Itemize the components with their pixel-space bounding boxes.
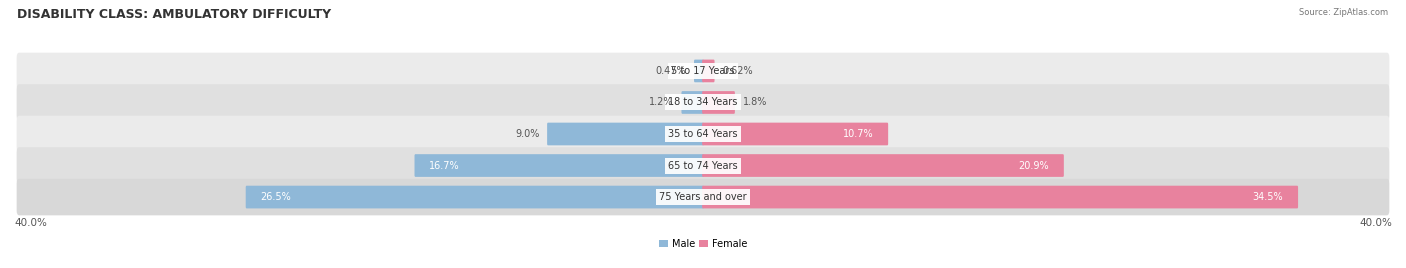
FancyBboxPatch shape [17,179,1389,215]
FancyBboxPatch shape [702,123,889,145]
FancyBboxPatch shape [17,147,1389,184]
Text: 16.7%: 16.7% [429,161,460,170]
Text: 18 to 34 Years: 18 to 34 Years [668,98,738,107]
Text: 40.0%: 40.0% [14,218,46,229]
Text: 0.62%: 0.62% [723,66,754,76]
Text: 34.5%: 34.5% [1253,192,1284,202]
Text: 1.2%: 1.2% [650,98,673,107]
Text: 5 to 17 Years: 5 to 17 Years [671,66,735,76]
FancyBboxPatch shape [702,59,714,82]
Text: 10.7%: 10.7% [842,129,873,139]
Text: 26.5%: 26.5% [260,192,291,202]
Text: Source: ZipAtlas.com: Source: ZipAtlas.com [1299,8,1388,17]
FancyBboxPatch shape [702,154,1064,177]
Text: 20.9%: 20.9% [1018,161,1049,170]
Text: 35 to 64 Years: 35 to 64 Years [668,129,738,139]
FancyBboxPatch shape [17,116,1389,152]
Text: 9.0%: 9.0% [515,129,540,139]
Text: DISABILITY CLASS: AMBULATORY DIFFICULTY: DISABILITY CLASS: AMBULATORY DIFFICULTY [17,8,330,21]
FancyBboxPatch shape [17,84,1389,121]
FancyBboxPatch shape [702,186,1298,209]
Text: 1.8%: 1.8% [742,98,768,107]
FancyBboxPatch shape [695,59,704,82]
Text: 75 Years and over: 75 Years and over [659,192,747,202]
Text: 40.0%: 40.0% [1360,218,1392,229]
FancyBboxPatch shape [682,91,704,114]
FancyBboxPatch shape [17,53,1389,89]
Text: 0.47%: 0.47% [655,66,686,76]
Legend: Male, Female: Male, Female [655,235,751,253]
FancyBboxPatch shape [547,123,704,145]
FancyBboxPatch shape [702,91,735,114]
FancyBboxPatch shape [246,186,704,209]
Text: 65 to 74 Years: 65 to 74 Years [668,161,738,170]
FancyBboxPatch shape [415,154,704,177]
